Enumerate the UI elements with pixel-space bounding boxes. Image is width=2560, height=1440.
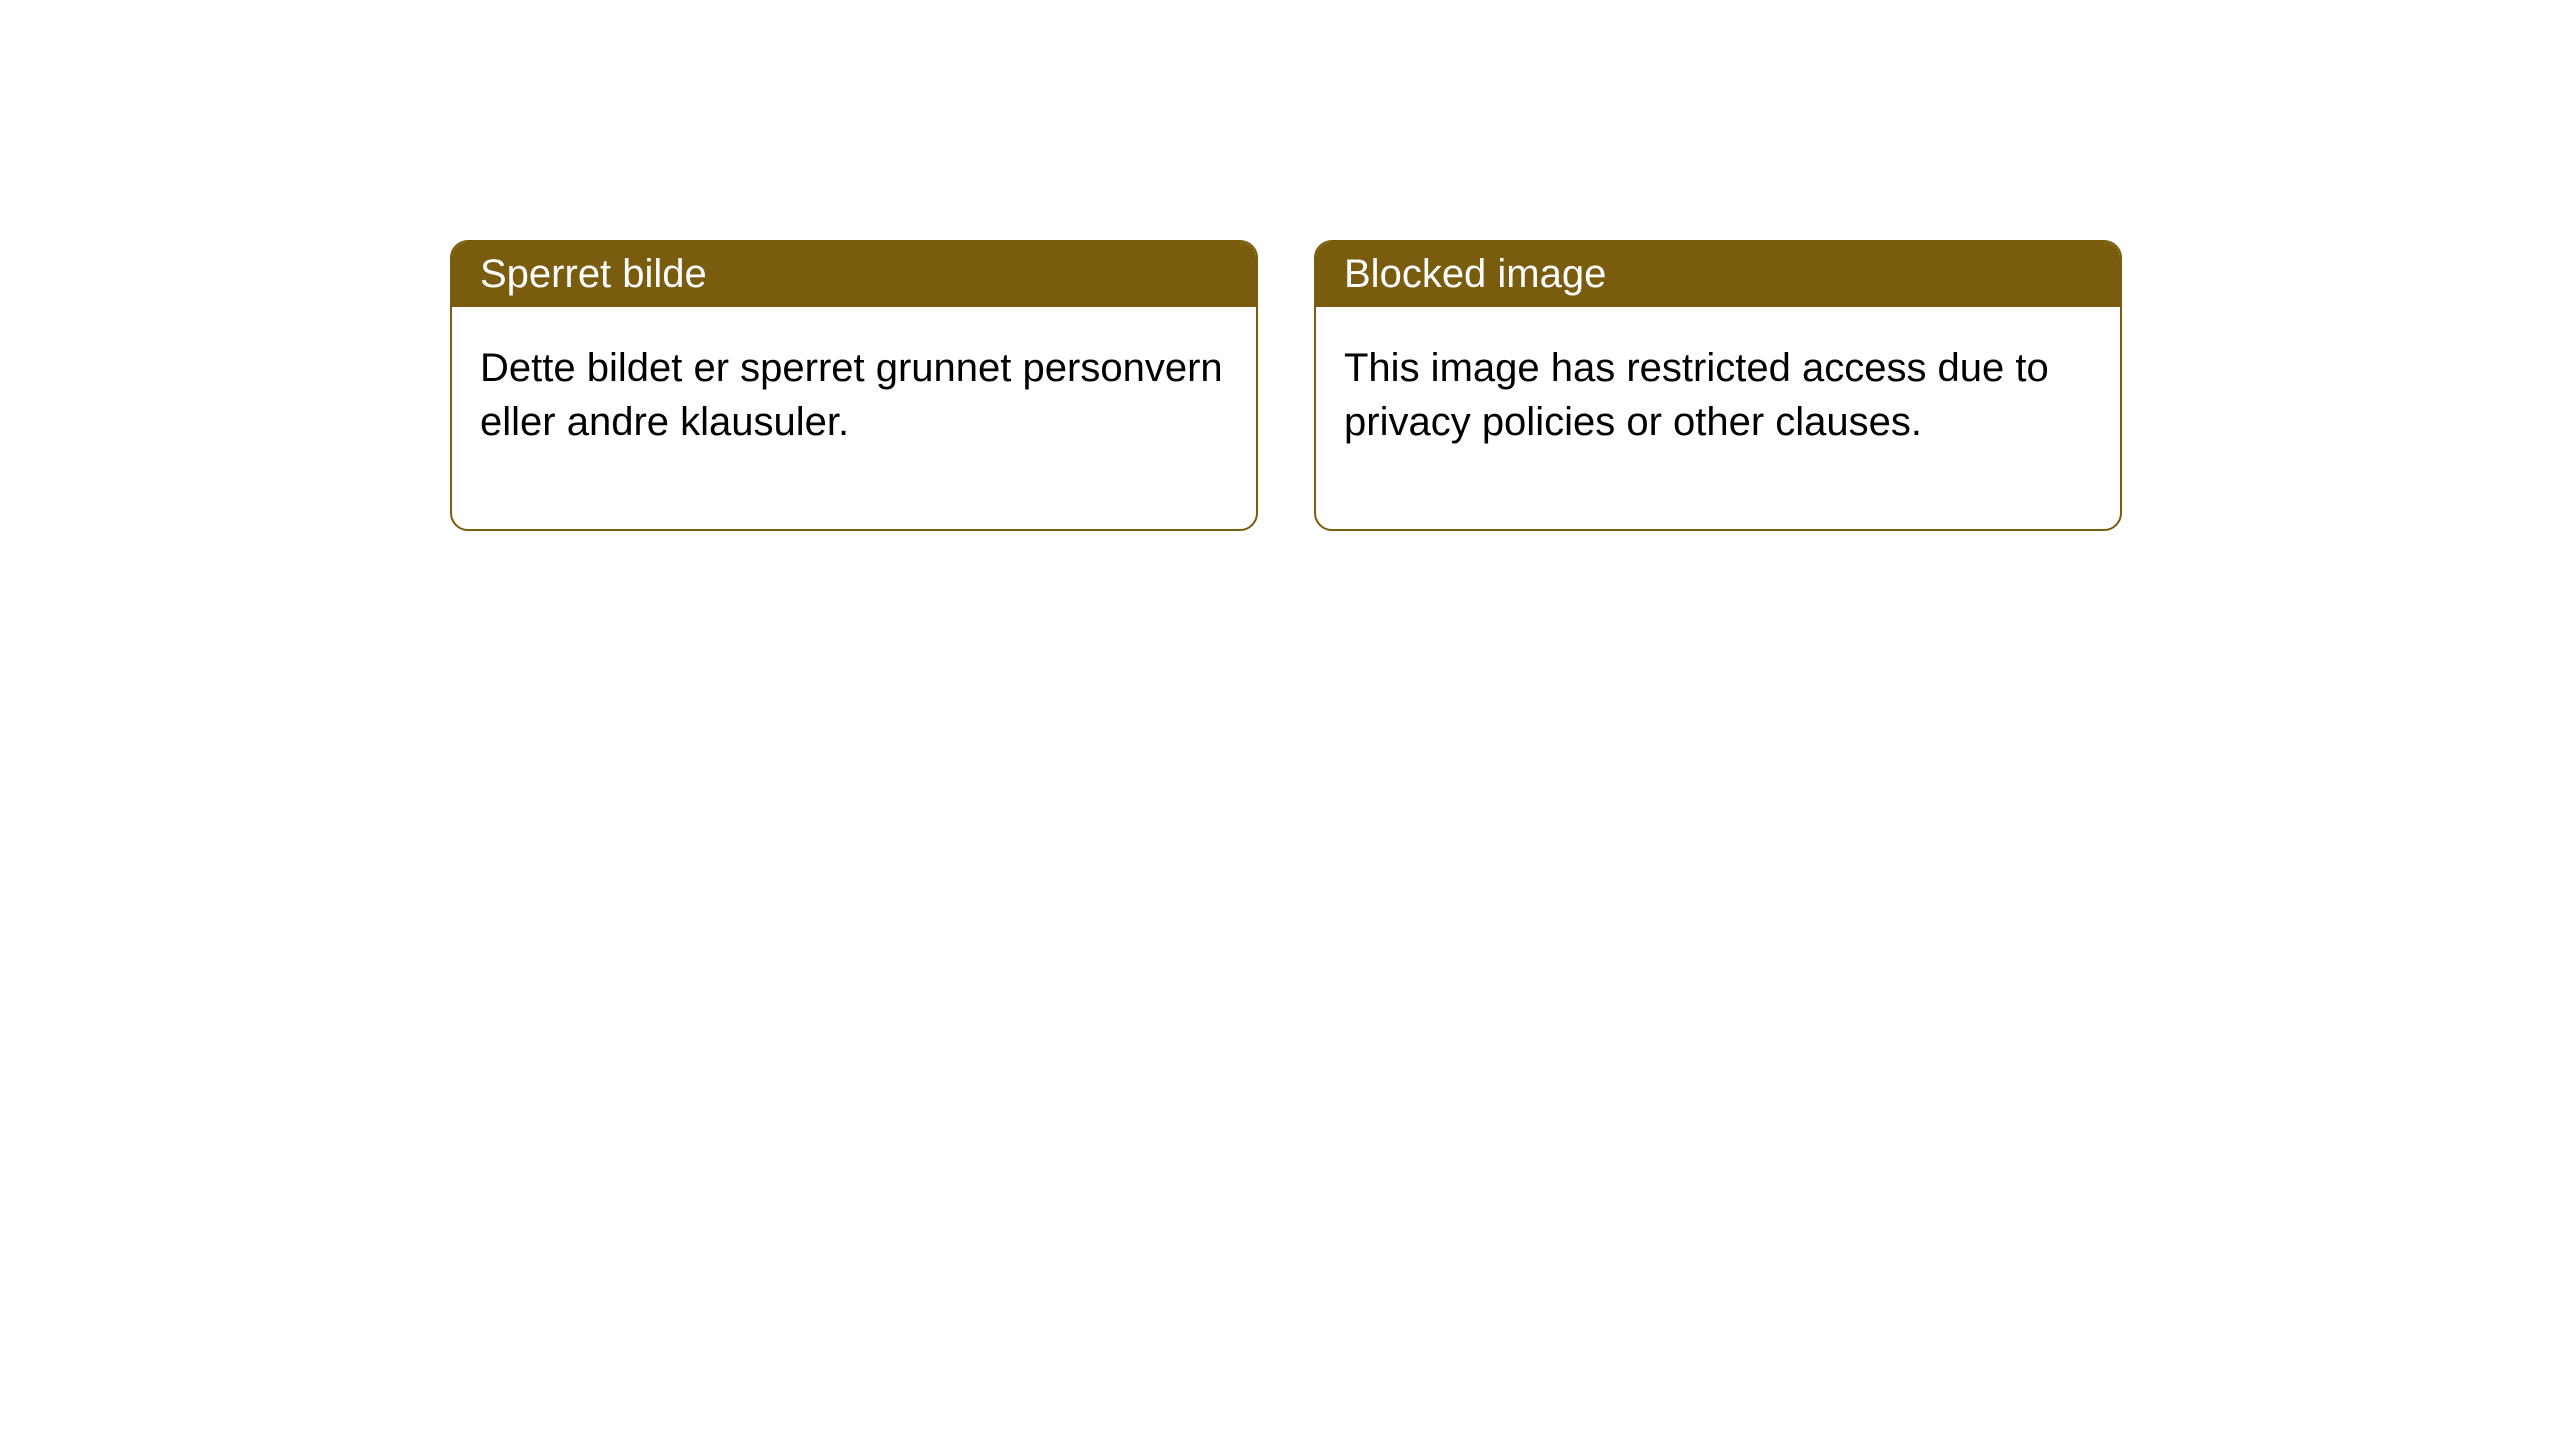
card-title: Sperret bilde (480, 252, 707, 296)
card-title: Blocked image (1344, 252, 1606, 296)
notice-card-english: Blocked image This image has restricted … (1314, 240, 2122, 531)
card-body-norwegian: Dette bildet er sperret grunnet personve… (452, 307, 1256, 529)
card-header-english: Blocked image (1316, 242, 2120, 307)
card-body-text: This image has restricted access due to … (1344, 346, 2049, 444)
notice-cards-container: Sperret bilde Dette bildet er sperret gr… (450, 240, 2122, 531)
card-body-text: Dette bildet er sperret grunnet personve… (480, 346, 1223, 444)
card-body-english: This image has restricted access due to … (1316, 307, 2120, 529)
card-header-norwegian: Sperret bilde (452, 242, 1256, 307)
notice-card-norwegian: Sperret bilde Dette bildet er sperret gr… (450, 240, 1258, 531)
